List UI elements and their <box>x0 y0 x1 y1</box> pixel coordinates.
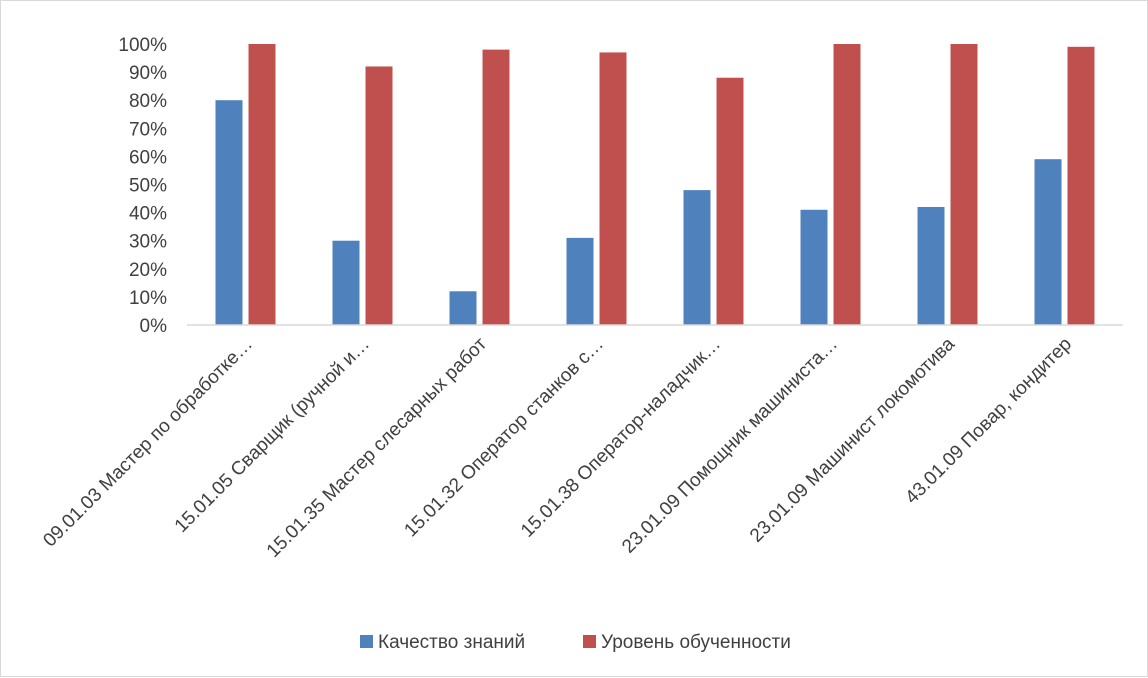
bar-training-level <box>482 49 510 326</box>
x-tick-label: 23.01.09 Помощник машиниста… <box>618 334 842 558</box>
y-tick-label: 30% <box>129 232 167 253</box>
y-tick-label: 70% <box>129 119 167 140</box>
bar-knowledge-quality <box>1034 159 1062 325</box>
bar-training-level <box>716 77 744 325</box>
y-tick-label: 50% <box>129 176 167 197</box>
x-tick-label: 15.01.05 Сварщик (ручной и… <box>171 334 374 537</box>
y-tick-label: 80% <box>129 91 167 112</box>
bars <box>215 44 1095 326</box>
bar-knowledge-quality <box>332 240 360 325</box>
bar-knowledge-quality <box>683 190 711 325</box>
bar-training-level <box>248 44 276 325</box>
legend-swatch <box>360 635 373 648</box>
bar-training-level <box>833 44 861 325</box>
bar-training-level <box>365 66 393 325</box>
category-labels: 09.01.03 Мастер по обработке…15.01.05 Св… <box>39 333 1076 562</box>
bar-training-level <box>950 44 978 325</box>
y-tick-label: 10% <box>129 288 167 309</box>
bar-knowledge-quality <box>215 100 243 325</box>
y-tick-label: 60% <box>129 147 167 168</box>
y-tick-label: 0% <box>140 316 168 337</box>
x-tick-label: 15.01.38 Оператор-наладчик… <box>517 334 725 542</box>
legend-label: Качество знаний <box>378 632 525 653</box>
y-tick-label: 100% <box>118 35 167 56</box>
bar-knowledge-quality <box>917 206 945 325</box>
x-tick-label: 15.01.35 Мастер слесарных работ <box>263 333 491 561</box>
bar-training-level <box>599 52 627 326</box>
y-tick-label: 90% <box>129 63 167 84</box>
y-tick-label: 20% <box>129 260 167 281</box>
y-axis: 0% 10% 20% 30% 40% 50% 60% 70% 80% 90% 100% <box>118 35 167 337</box>
legend: Качество знаний Уровень обученности <box>360 632 791 653</box>
bar-knowledge-quality <box>449 291 477 325</box>
x-tick-label: 09.01.03 Мастер по обработке… <box>39 334 257 552</box>
legend-label: Уровень обученности <box>601 632 791 653</box>
bar-knowledge-quality <box>566 237 594 325</box>
x-tick-label: 15.01.32 Оператор станков с… <box>400 334 608 542</box>
bar-knowledge-quality <box>800 209 828 325</box>
y-tick-label: 40% <box>129 204 167 225</box>
x-tick-label: 23.01.09 Машинист локомотива <box>746 333 959 546</box>
legend-swatch <box>583 635 596 648</box>
bar-training-level <box>1067 46 1095 326</box>
